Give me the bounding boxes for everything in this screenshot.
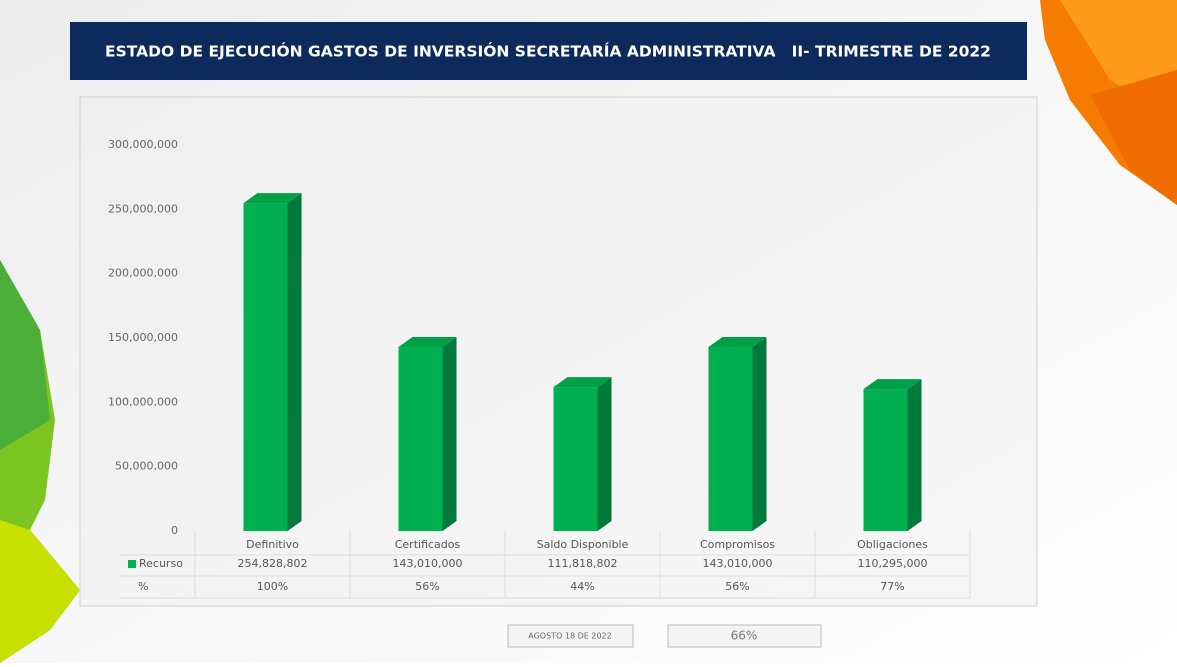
y-tick-label: 300,000,000 <box>108 138 178 151</box>
table-value: 56% <box>725 580 749 593</box>
green-decoration <box>0 260 80 663</box>
table-value: 143,010,000 <box>703 557 773 570</box>
y-tick-label: 0 <box>171 524 178 537</box>
y-tick-label: 250,000,000 <box>108 202 178 215</box>
title-bar <box>70 22 1027 80</box>
y-tick-label: 100,000,000 <box>108 395 178 408</box>
x-tick-label: Saldo Disponible <box>537 538 629 551</box>
legend-label: Recurso <box>139 557 183 570</box>
table-value: 77% <box>880 580 904 593</box>
date-label: AGOSTO 18 DE 2022 <box>528 632 611 641</box>
y-tick-label: 200,000,000 <box>108 267 178 280</box>
bar <box>863 389 908 531</box>
bar-side <box>287 193 302 531</box>
bar-top <box>863 379 922 390</box>
bar-top <box>708 336 767 347</box>
y-tick-label: 50,000,000 <box>115 460 178 473</box>
bar-top <box>553 377 612 388</box>
date-box <box>507 624 634 648</box>
legend-label: % <box>138 580 148 593</box>
table-value: 143,010,000 <box>393 557 463 570</box>
bar-side <box>597 377 612 531</box>
bar <box>708 346 753 531</box>
x-tick-label: Compromisos <box>700 538 775 551</box>
table-value: 100% <box>257 580 288 593</box>
overall-box <box>667 624 822 648</box>
bar-top <box>243 193 302 204</box>
bar-side <box>907 379 922 531</box>
table-value: 44% <box>570 580 594 593</box>
x-tick-label: Definitivo <box>246 538 299 551</box>
legend-swatch <box>128 560 136 568</box>
bar <box>398 346 443 531</box>
x-tick-label: Certificados <box>395 538 461 551</box>
chart-title: ESTADO DE EJECUCIÓN GASTOS DE INVERSIÓN … <box>105 42 991 61</box>
table-value: 56% <box>415 580 439 593</box>
table-value: 111,818,802 <box>548 557 618 570</box>
y-tick-label: 150,000,000 <box>108 331 178 344</box>
bar-top <box>398 336 457 347</box>
table-value: 110,295,000 <box>858 557 928 570</box>
bar <box>243 203 288 531</box>
table-value: 254,828,802 <box>238 557 308 570</box>
bar-side <box>442 336 457 531</box>
x-tick-label: Obligaciones <box>857 538 928 551</box>
bar <box>553 387 598 531</box>
bar-side <box>752 336 767 531</box>
orange-decoration <box>1040 0 1177 205</box>
overall-label: 66% <box>731 629 758 643</box>
